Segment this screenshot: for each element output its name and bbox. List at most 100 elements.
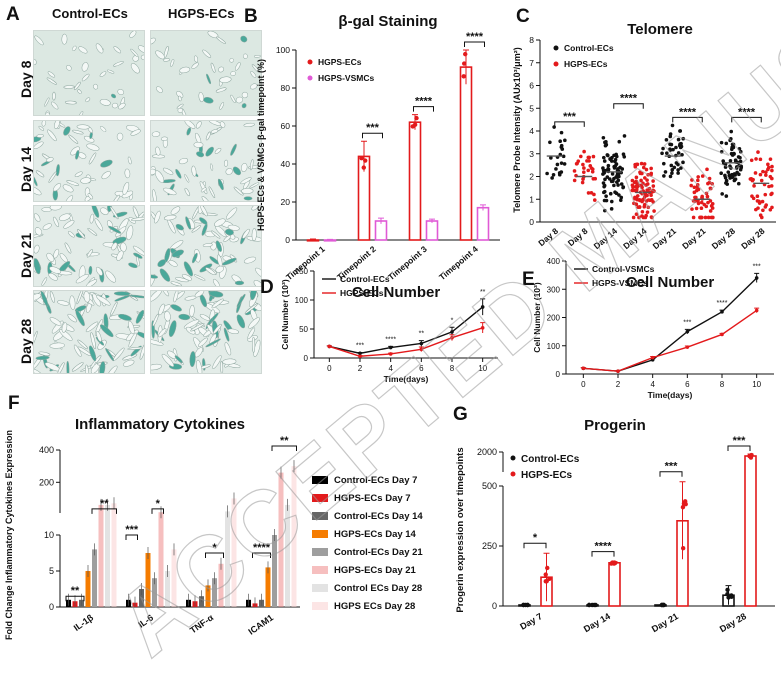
data-point: [644, 183, 648, 187]
bar: [425, 220, 439, 241]
data-point: [705, 194, 710, 199]
data-point: [691, 215, 696, 220]
cell: [155, 50, 165, 60]
cell: [205, 131, 211, 141]
y-tick-label: 1: [529, 194, 534, 204]
cell: [199, 181, 208, 195]
data-point: [676, 151, 681, 155]
data-point: [758, 172, 763, 177]
panel-letter-c: C: [516, 6, 530, 27]
y-tick-label: 100: [295, 296, 309, 305]
data-point: [754, 308, 759, 313]
data-point: [768, 157, 773, 161]
data-point: [630, 183, 635, 187]
chart-progerin: G Progerin 0 250 500 2000 Progerin expression …: [453, 404, 775, 634]
significance-mark: ****: [253, 542, 271, 554]
data-point: [620, 167, 625, 171]
cell: [99, 324, 114, 338]
significance-mark-bracket: [205, 552, 224, 558]
legend-marker: [307, 75, 313, 81]
cell: [75, 310, 85, 327]
data-point: [725, 592, 730, 597]
y-tick-label: 20: [281, 197, 291, 207]
y-tick-label: 8: [529, 35, 534, 45]
cell: [85, 279, 98, 286]
data-point: [668, 132, 673, 136]
data-point: [612, 153, 616, 158]
data-point: [651, 179, 655, 183]
cell: [196, 359, 203, 373]
legend-label: Control-ECs Day 14: [334, 511, 423, 522]
cell: [137, 45, 144, 54]
panel-letter-g: G: [453, 404, 468, 425]
data-point: [700, 215, 704, 220]
data-point: [752, 184, 756, 188]
cell: [116, 250, 124, 261]
cell: [181, 274, 193, 281]
cell: [193, 141, 204, 148]
data-point: [660, 151, 664, 156]
data-point: [770, 168, 774, 173]
cell: [38, 351, 51, 356]
chart-title: Cell Number: [626, 274, 715, 291]
cell: [62, 184, 74, 193]
significance-mark-bracket: [464, 41, 485, 47]
data-point: [737, 146, 742, 151]
cell: [184, 187, 190, 197]
data-point: [549, 156, 553, 160]
data-point: [611, 179, 615, 183]
data-point: [760, 215, 764, 220]
data-point: [613, 560, 618, 566]
cell: [128, 262, 138, 269]
data-point: [710, 181, 714, 186]
data-point: [732, 152, 736, 156]
data-point: [587, 155, 592, 160]
significance-mark: ****: [466, 31, 484, 43]
data-point: [358, 354, 362, 359]
x-tick-label: IL-1β: [72, 612, 96, 633]
data-point: [670, 171, 674, 175]
data-point: [557, 171, 562, 175]
cell: [100, 207, 109, 215]
significance-mark: **: [280, 435, 289, 447]
cell: [243, 196, 253, 201]
cell: [128, 332, 137, 348]
cell: [250, 291, 258, 301]
data-point: [590, 170, 595, 174]
data-point: [586, 191, 591, 195]
cell: [136, 256, 140, 267]
cell: [35, 355, 50, 360]
data-point: [559, 130, 564, 135]
legend-label: Control-VSMCs: [592, 264, 655, 274]
data-point: [558, 139, 562, 143]
y-tick-label: 100: [547, 342, 561, 351]
cell: [251, 64, 260, 73]
data-point: [622, 155, 627, 159]
cell: [211, 298, 224, 309]
y-tick-label: 10: [44, 530, 54, 540]
cell: [202, 243, 213, 248]
data-point: [621, 185, 626, 189]
cell: [251, 228, 257, 242]
cell: [200, 187, 207, 193]
cell: [77, 339, 88, 350]
cell: [162, 291, 170, 297]
data-point: [729, 166, 733, 170]
chart-title: Telomere: [627, 21, 693, 38]
y-tick-label: 0: [285, 235, 290, 245]
legend-label: HGPS ECs Day 28: [334, 601, 415, 612]
legend-label: Control-ECs: [340, 274, 390, 284]
data-point: [551, 172, 556, 177]
cell: [199, 314, 211, 321]
y-tick-label: 7: [529, 58, 534, 68]
column-label-hgps: HGPS-ECs: [168, 6, 235, 21]
cell: [132, 55, 139, 62]
cell: [76, 291, 84, 305]
cell: [81, 73, 90, 82]
data-point: [770, 164, 774, 169]
y-tick-label: 80: [281, 83, 291, 93]
data-point: [545, 565, 550, 571]
data-point: [676, 171, 680, 175]
data-point: [680, 152, 684, 157]
error-bar: [543, 552, 550, 602]
